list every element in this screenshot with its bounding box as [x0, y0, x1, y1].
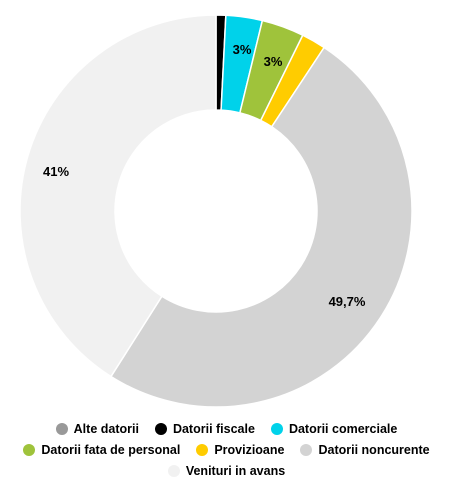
legend-item-provizioane: Provizioane — [196, 443, 284, 457]
slice-label-datorii-noncurente: 49,7% — [329, 294, 366, 309]
legend-swatch-icon — [55, 422, 68, 435]
legend-item-datorii-fiscale: Datorii fiscale — [154, 421, 255, 436]
legend-swatch-icon — [270, 422, 283, 435]
legend-label: Datorii fata de personal — [41, 442, 181, 457]
legend-row: Alte datorii Datorii fiscale Datorii comer… — [0, 418, 453, 439]
legend-item-datorii-fata-de-personal: Datorii fata de personal — [23, 443, 180, 457]
slice-label-datorii-fata-de-personal: 3% — [264, 54, 283, 69]
legend-label: Venituri in avans — [185, 463, 286, 478]
slice-label-datorii-comerciale: 3% — [233, 42, 252, 57]
slice-label-venituri-in-avans: 41% — [43, 164, 69, 179]
legend-label: Provizioane — [214, 442, 285, 457]
legend-swatch-icon — [300, 443, 313, 456]
chart-legend: Alte datorii Datorii fiscale Datorii comer… — [0, 418, 453, 481]
legend-label: Alte datorii — [73, 421, 139, 436]
legend-item-alte-datorii: Alte datorii — [55, 421, 139, 436]
legend-label: Datorii noncurente — [318, 442, 430, 457]
donut-chart: 3% 3% 49,7% 41% — [19, 14, 413, 408]
legend-swatch-icon — [167, 464, 180, 477]
legend-swatch-icon — [154, 422, 167, 435]
legend-item-venituri-in-avans: Venituri in avans — [167, 463, 286, 478]
legend-row: Venituri in avans — [0, 460, 453, 481]
legend-item-datorii-noncurente: Datorii noncurente — [300, 442, 430, 457]
legend-swatch-icon — [196, 443, 209, 456]
legend-item-datorii-comerciale: Datorii comerciale — [270, 421, 398, 436]
legend-row: Datorii fata de personal Provizioane Dator… — [0, 439, 453, 460]
slice-venituri-in-avans — [19, 14, 217, 378]
slice-datorii-noncurente — [109, 46, 413, 408]
legend-swatch-icon — [23, 443, 36, 456]
legend-label: Datorii comerciale — [288, 421, 398, 436]
legend-label: Datorii fiscale — [172, 421, 255, 436]
